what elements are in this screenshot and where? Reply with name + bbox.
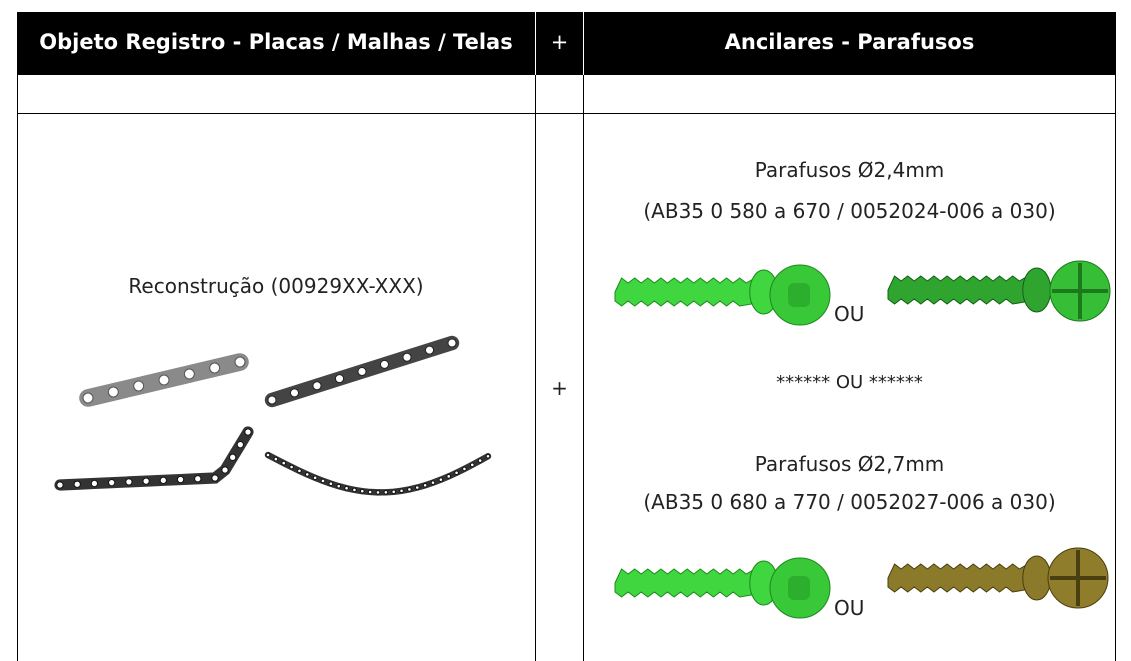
plate-hole (485, 453, 491, 459)
plate-hole (289, 388, 300, 398)
plate-hole (407, 487, 412, 492)
header-cell: + (550, 30, 569, 54)
plate-hole (391, 489, 397, 495)
screw-head-top (769, 557, 831, 619)
plate-hole (312, 475, 318, 481)
plate-hole (289, 464, 294, 470)
plate-hole (281, 460, 287, 466)
cell-text: Reconstrução (00929XX-XXX) (128, 274, 424, 298)
plate-hole (183, 368, 195, 380)
plate-hole (359, 488, 365, 494)
border (1115, 75, 1116, 661)
cell-text: (AB35 0 680 a 770 / 0052027-006 a 030) (643, 490, 1056, 514)
screw-shaft (887, 275, 1025, 305)
plate-hole (379, 359, 390, 369)
plate-hole (209, 362, 221, 374)
socket (788, 576, 810, 600)
plate-hole (336, 483, 342, 489)
plate-hole (176, 475, 185, 484)
plate-hole (375, 490, 381, 495)
cell-text: ****** OU ****** (776, 372, 923, 393)
plate-hole (56, 481, 64, 489)
plate-hole (328, 481, 334, 486)
plate-hole (73, 480, 81, 488)
plate-hole (159, 476, 167, 484)
cell-text: (AB35 0 580 a 670 / 0052024-006 a 030) (643, 199, 1056, 223)
cell-text: OU (834, 596, 865, 620)
plate-hole (265, 452, 271, 458)
plate-hole (422, 482, 428, 488)
screw-shaft (614, 568, 752, 598)
header-bg (17, 12, 1116, 75)
plate-hole (424, 345, 435, 355)
cell-text: + (551, 376, 568, 400)
plate (54, 426, 254, 491)
plate-hole (447, 338, 457, 348)
cell-text: OU (834, 302, 865, 326)
border (535, 75, 536, 661)
plate-hole (297, 468, 302, 474)
header-cell: Objeto Registro - Placas / Malhas / Tela… (39, 30, 513, 54)
plate-hole (352, 487, 357, 493)
screw-head (1022, 267, 1052, 313)
plate-hole (107, 386, 119, 398)
plate-hole (234, 356, 246, 368)
screw-shaft (887, 563, 1025, 593)
plate-hole (133, 380, 145, 392)
plate-hole (320, 478, 326, 484)
plate-hole (402, 352, 412, 362)
screw-head-top (769, 264, 831, 326)
plate-hole (312, 381, 322, 391)
plate-hole (477, 458, 483, 463)
plate-hole (334, 374, 345, 384)
socket (788, 283, 810, 307)
plate-hole (142, 477, 150, 485)
plate-hole (357, 366, 367, 377)
plate-hole (229, 453, 237, 461)
plate-hole (211, 474, 219, 482)
border (17, 113, 1116, 114)
plate-hole (399, 488, 404, 494)
plate-hole (414, 485, 420, 490)
plate-hole (446, 474, 452, 479)
plate-hole (344, 485, 349, 491)
screw-shaft (614, 277, 752, 307)
plate-hole (383, 490, 389, 495)
plate-hole (367, 489, 373, 495)
cell-text: Parafusos Ø2,7mm (754, 452, 945, 476)
plate-hole (454, 470, 459, 476)
plate-hole (158, 374, 170, 386)
plate-hole (108, 479, 116, 487)
border (17, 75, 18, 661)
header-cell: Ancilares - Parafusos (724, 30, 975, 54)
screw-head (1022, 555, 1052, 601)
plate-hole (244, 428, 252, 436)
plate-hole (304, 472, 310, 477)
plate-hole (221, 466, 229, 474)
plate-hole (469, 462, 475, 468)
plate-hole (438, 477, 444, 482)
plate-hole (194, 475, 202, 483)
plate-hole (90, 479, 99, 488)
plate-hole (267, 395, 277, 405)
plate-hole (125, 478, 133, 486)
plate-hole (430, 480, 436, 485)
cell-text: Parafusos Ø2,4mm (754, 158, 945, 182)
plate-hole (82, 392, 94, 404)
plate-hole (273, 456, 279, 462)
plate-hole (462, 466, 467, 472)
border (583, 75, 584, 661)
plate-hole (236, 441, 244, 449)
